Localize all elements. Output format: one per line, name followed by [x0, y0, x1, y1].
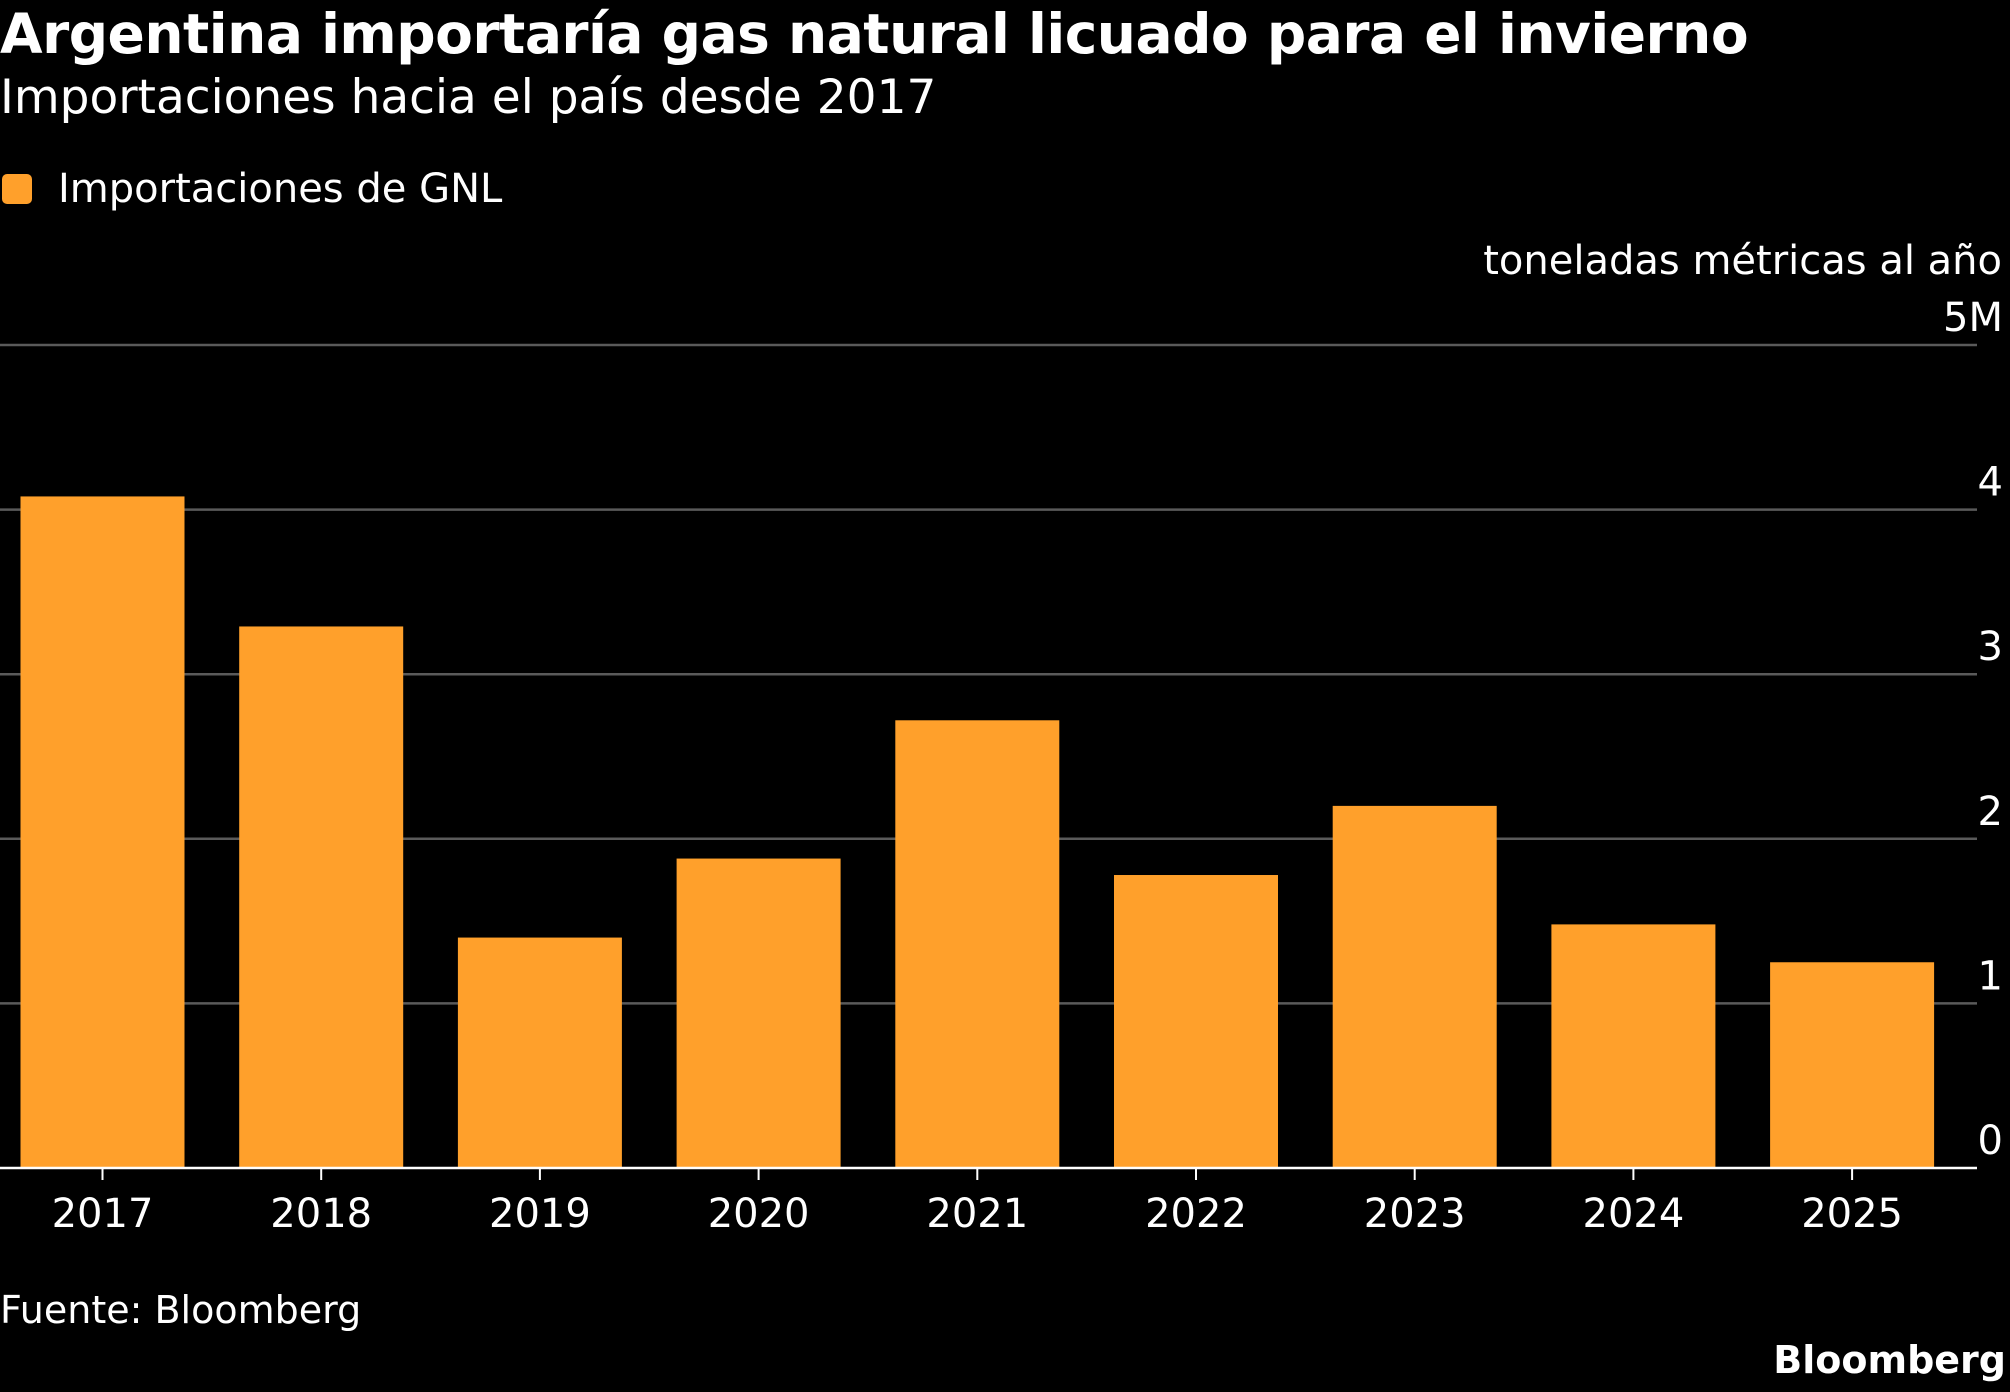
y-tick-label: 2: [1978, 789, 2003, 835]
y-tick-label: 1: [1978, 953, 2003, 999]
x-tick-label: 2019: [489, 1191, 591, 1237]
bar-2017: [20, 496, 185, 1168]
y-tick-label: 0: [1978, 1118, 2003, 1164]
bar-2021: [895, 720, 1060, 1168]
y-tick-label: 4: [1978, 460, 2003, 506]
x-tick-label: 2020: [708, 1191, 810, 1237]
x-tick-label: 2022: [1145, 1191, 1247, 1237]
legend-label: Importaciones de GNL: [58, 166, 503, 212]
y-tick-label: 3: [1978, 624, 2003, 670]
bar-2025: [1770, 962, 1935, 1168]
x-tick-label: 2021: [926, 1191, 1028, 1237]
y-tick-label: 5M: [1943, 295, 2003, 341]
bar-2024: [1551, 924, 1716, 1168]
legend: Importaciones de GNL: [0, 166, 502, 212]
bar-2022: [1114, 875, 1278, 1168]
x-tick-label: 2023: [1364, 1191, 1466, 1237]
bar-2023: [1332, 805, 1497, 1168]
x-tick-label: 2024: [1583, 1191, 1685, 1237]
x-tick-label: 2017: [52, 1191, 154, 1237]
legend-swatch: [2, 174, 32, 204]
source-note: Fuente: Bloomberg: [0, 1288, 362, 1332]
bar-2020: [676, 858, 841, 1168]
y-axis-label: toneladas métricas al año: [1483, 238, 2002, 284]
x-tick-label: 2025: [1801, 1191, 1903, 1237]
chart-subtitle: Importaciones hacia el país desde 2017: [0, 70, 937, 125]
bar-2019: [457, 937, 622, 1168]
bloomberg-logo: Bloomberg: [1773, 1338, 2006, 1382]
chart-title: Argentina importaría gas natural licuado…: [0, 2, 1749, 66]
bar-2018: [239, 626, 404, 1168]
x-tick-label: 2018: [270, 1191, 372, 1237]
